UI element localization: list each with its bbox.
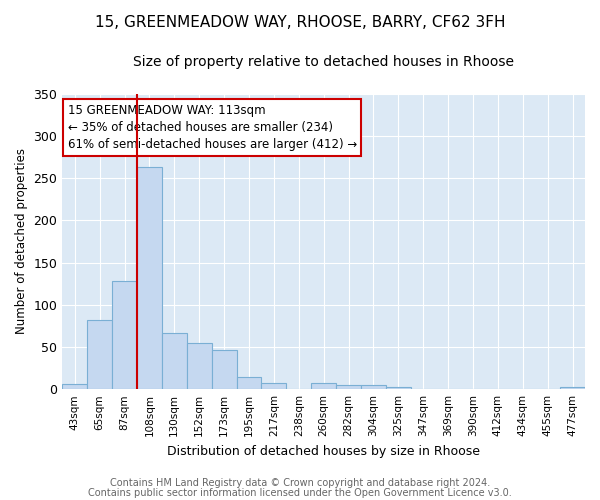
Text: Contains public sector information licensed under the Open Government Licence v3: Contains public sector information licen…: [88, 488, 512, 498]
Y-axis label: Number of detached properties: Number of detached properties: [15, 148, 28, 334]
Bar: [87, 320, 112, 389]
X-axis label: Distribution of detached houses by size in Rhoose: Distribution of detached houses by size …: [167, 444, 480, 458]
Bar: [62, 384, 87, 389]
Bar: [162, 332, 187, 389]
Bar: [311, 384, 336, 389]
Bar: [112, 281, 137, 389]
Text: 15, GREENMEADOW WAY, RHOOSE, BARRY, CF62 3FH: 15, GREENMEADOW WAY, RHOOSE, BARRY, CF62…: [95, 15, 505, 30]
Bar: [187, 343, 212, 389]
Bar: [336, 385, 361, 389]
Bar: [137, 167, 162, 389]
Bar: [236, 376, 262, 389]
Bar: [262, 384, 286, 389]
Title: Size of property relative to detached houses in Rhoose: Size of property relative to detached ho…: [133, 55, 514, 69]
Bar: [560, 386, 585, 389]
Bar: [212, 350, 236, 389]
Bar: [361, 385, 386, 389]
Bar: [386, 388, 411, 389]
Text: Contains HM Land Registry data © Crown copyright and database right 2024.: Contains HM Land Registry data © Crown c…: [110, 478, 490, 488]
Text: 15 GREENMEADOW WAY: 113sqm
← 35% of detached houses are smaller (234)
61% of sem: 15 GREENMEADOW WAY: 113sqm ← 35% of deta…: [68, 104, 357, 151]
